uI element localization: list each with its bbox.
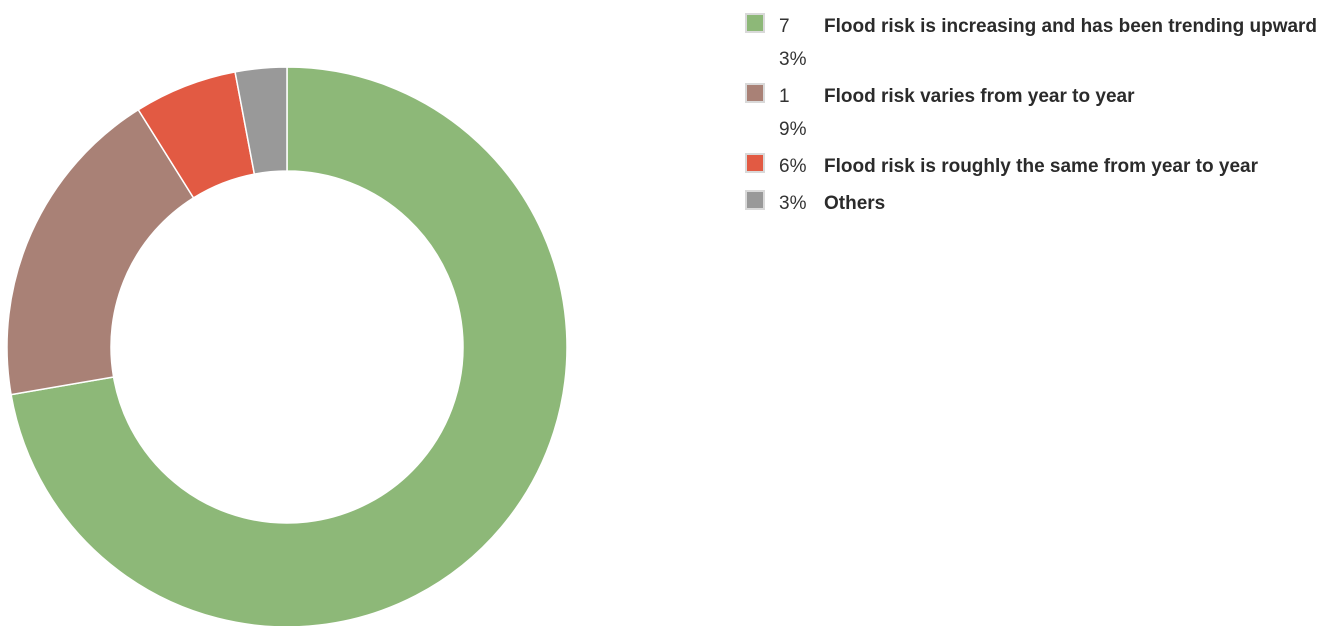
legend-swatch xyxy=(745,13,765,33)
chart-legend: 73% Flood risk is increasing and has been… xyxy=(745,10,1320,224)
donut-chart xyxy=(6,66,568,626)
legend-swatch xyxy=(745,153,765,173)
legend-label: Others xyxy=(824,193,886,214)
legend-label: Flood risk is roughly the same from year… xyxy=(824,156,1258,177)
legend-percent: 73% xyxy=(779,16,807,70)
legend-label: Flood risk varies from year to year xyxy=(824,86,1135,107)
donut-slice-4[interactable] xyxy=(234,66,288,175)
legend-item[interactable]: 73% Flood risk is increasing and has been… xyxy=(745,10,1320,76)
donut-slice-1[interactable] xyxy=(10,66,568,626)
donut-slice-2[interactable] xyxy=(6,108,195,396)
legend-percent: 6% xyxy=(779,156,807,177)
legend-item[interactable]: 6% Flood risk is roughly the same from ye… xyxy=(745,150,1320,183)
legend-swatch xyxy=(745,190,765,210)
legend-swatch xyxy=(745,83,765,103)
legend-label: Flood risk is increasing and has been tr… xyxy=(824,16,1318,37)
legend-item[interactable]: 19% Flood risk varies from year to year xyxy=(745,80,1320,146)
legend-percent: 3% xyxy=(779,193,807,214)
legend-item[interactable]: 3% Others xyxy=(745,187,1320,220)
legend-percent: 19% xyxy=(779,86,807,140)
